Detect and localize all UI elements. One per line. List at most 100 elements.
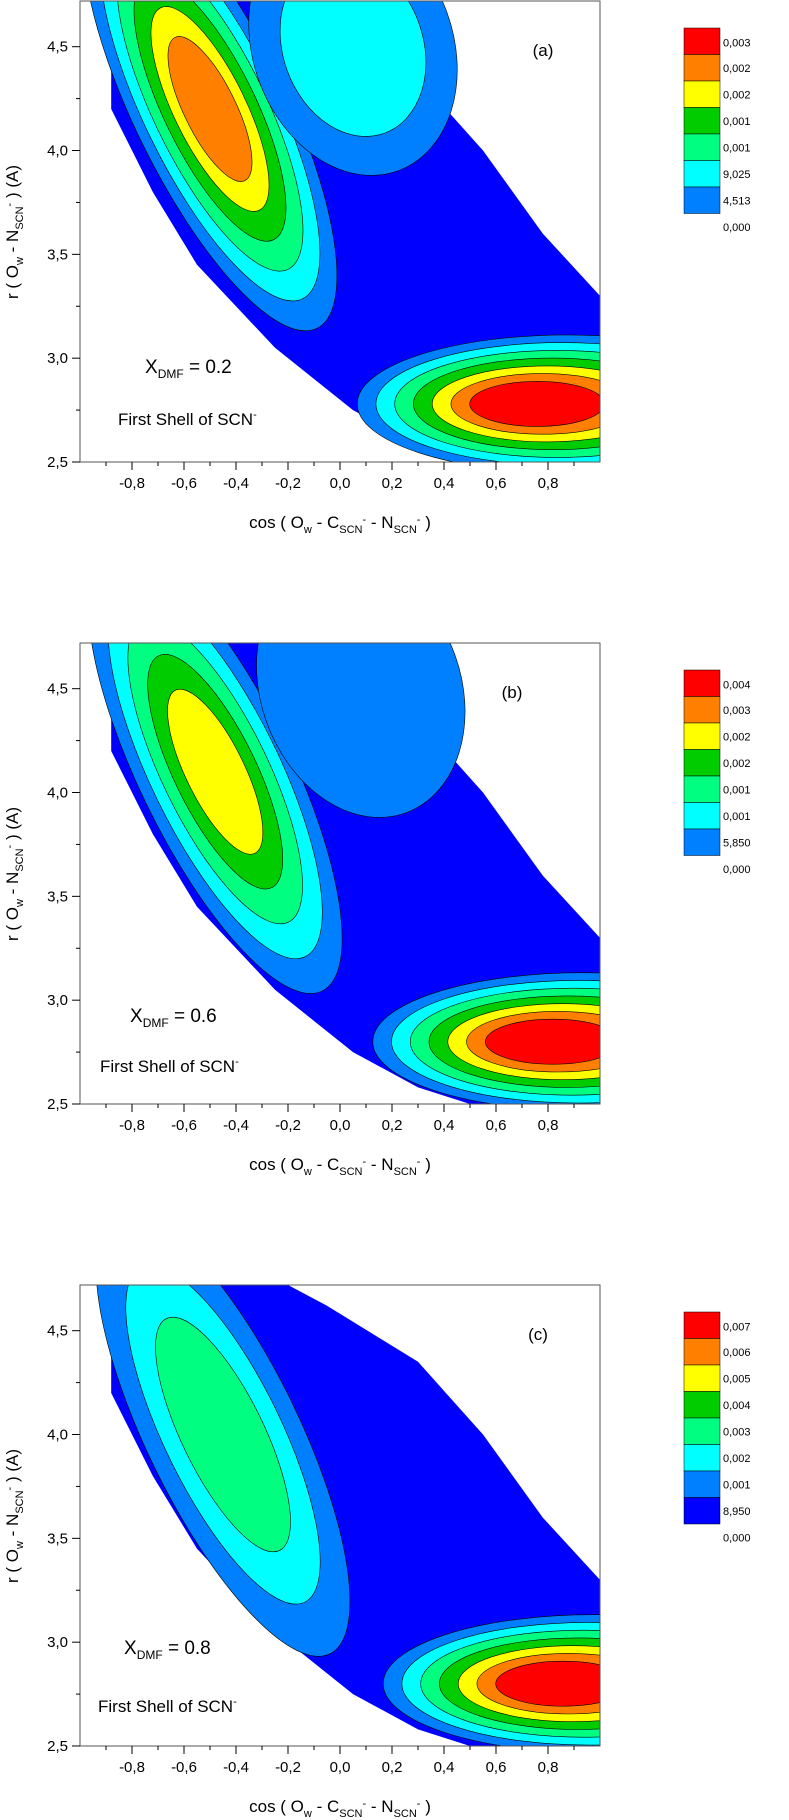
- y-tick-label: 3,5: [47, 246, 68, 263]
- x-tick-label: 0,2: [382, 475, 403, 492]
- legend: 0,003 0,002 0,002 0,001 0,001 9,025 4,513 0,000: [683, 27, 751, 234]
- xdmf-main: X: [145, 357, 158, 378]
- y-tick-label: 3,5: [47, 1530, 68, 1547]
- legend-swatch: [683, 696, 721, 724]
- contour-far-level-7: [485, 1018, 600, 1065]
- xdmf-annotation: XDMF = 0.8: [124, 1638, 211, 1662]
- x-tick-label: -0,4: [223, 475, 249, 492]
- y-tick-label: 3,0: [47, 350, 68, 367]
- x-axis-title-part: cos ( O: [249, 513, 304, 532]
- legend-swatch: [683, 722, 721, 750]
- y-axis-title-part: w: [14, 1541, 26, 1550]
- y-axis-title-part: -: [4, 1486, 16, 1490]
- xdmf-value: = 0.6: [169, 1006, 217, 1027]
- x-tick-label: 0,0: [330, 475, 351, 492]
- legend-label: 4,513: [723, 195, 751, 207]
- y-axis-title-part: r ( O: [3, 1549, 22, 1583]
- legend-swatch: [683, 1470, 721, 1498]
- x-tick-label: -0,6: [171, 475, 197, 492]
- x-axis-title-part: - C: [312, 1155, 339, 1174]
- contour-area: [95, 1285, 600, 1746]
- x-tick-label: -0,4: [223, 1117, 249, 1134]
- contour-near-level-3: [155, 1316, 291, 1553]
- x-tick-label: 0,6: [486, 1759, 507, 1776]
- x-tick-label: 0,4: [434, 1117, 455, 1134]
- legend-label: 0,004: [723, 1400, 751, 1412]
- x-tick-label: -0,2: [275, 1759, 301, 1776]
- contour-area: [87, 643, 600, 1104]
- legend-swatch: [683, 828, 721, 856]
- y-axis-title-part: - N: [3, 872, 22, 899]
- x-axis-title-part: SCN: [394, 1166, 417, 1178]
- xdmf-value: = 0.2: [184, 357, 232, 378]
- x-tick-label: 0,6: [486, 1117, 507, 1134]
- x-axis-title-part: cos ( O: [249, 1797, 304, 1816]
- y-tick-label: 3,5: [47, 888, 68, 905]
- y-axis-title-part: w: [14, 257, 26, 266]
- x-tick-label: 0,2: [382, 1759, 403, 1776]
- x-axis-title-part: - N: [366, 1797, 393, 1816]
- y-axis-title-part: w: [14, 899, 26, 908]
- x-tick-label: 0,8: [538, 1759, 559, 1776]
- y-tick-label: 2,5: [47, 1096, 68, 1113]
- xdmf-main: X: [130, 1006, 143, 1027]
- legend-swatch: [683, 133, 721, 161]
- legend-label: 0,002: [723, 758, 751, 770]
- x-tick-label: -0,4: [223, 1759, 249, 1776]
- legend-label: 0,003: [723, 37, 751, 49]
- y-axis-title: r ( Ow - NSCN- ) (A): [3, 1449, 26, 1583]
- legend-swatch: [683, 1364, 721, 1392]
- x-tick-label: -0,2: [275, 475, 301, 492]
- legend-label: 0,002: [723, 1453, 751, 1465]
- legend-swatch: [683, 1497, 721, 1525]
- legend-swatch: [683, 749, 721, 777]
- y-axis-title-part: ) (A): [3, 1449, 22, 1487]
- y-tick-label: 4,0: [47, 785, 68, 802]
- x-axis-title-part: SCN: [339, 524, 362, 536]
- legend-swatch: [683, 1391, 721, 1419]
- y-tick-label: 4,0: [47, 143, 68, 160]
- legend-swatch: [683, 802, 721, 830]
- y-axis-title-part: - N: [3, 230, 22, 257]
- x-axis-title-part: w: [303, 524, 312, 536]
- legend-swatch: [683, 775, 721, 803]
- legend-swatch: [683, 160, 721, 188]
- x-tick-label: 0,2: [382, 1117, 403, 1134]
- chart-panel-2: -0,8 -0,6 -0,4 -0,2 0,0 0,2 0,4 0,6 0,8 2,5 3,0 3,5…: [3, 642, 751, 1178]
- panel-label: (a): [533, 41, 554, 60]
- legend-label: 0,003: [723, 1426, 751, 1438]
- legend-label: 0,001: [723, 811, 751, 823]
- x-axis-title-part: w: [303, 1166, 312, 1178]
- x-axis-title-part: SCN: [394, 524, 417, 536]
- y-axis-title-part: SCN: [14, 206, 26, 229]
- x-axis-title-part: -: [417, 1156, 421, 1168]
- legend-swatch: [683, 1311, 721, 1339]
- legend-label: 0,005: [723, 1373, 751, 1385]
- legend-label: 0,007: [723, 1321, 751, 1333]
- first-shell-text: First Shell of SCN: [100, 1057, 235, 1076]
- panel-label: (b): [502, 683, 523, 702]
- x-axis-title-part: -: [363, 1798, 367, 1810]
- x-tick-label: -0,8: [119, 475, 145, 492]
- legend-swatch: [683, 1338, 721, 1366]
- legend-label: 0,002: [723, 89, 751, 101]
- x-axis-title-part: ): [420, 1155, 430, 1174]
- x-tick-label: -0,2: [275, 1117, 301, 1134]
- contour-far-level-7: [469, 381, 600, 427]
- legend: 0,007 0,006 0,005 0,004 0,003 0,002 0,001 8,950…: [683, 1311, 751, 1544]
- x-tick-label: -0,8: [119, 1759, 145, 1776]
- x-axis-title-part: -: [417, 514, 421, 526]
- legend-label: 9,025: [723, 169, 751, 181]
- y-axis-title-part: SCN: [14, 1490, 26, 1513]
- legend-label: 0,001: [723, 142, 751, 154]
- legend-swatch: [683, 1417, 721, 1445]
- xdmf-sub: DMF: [143, 1016, 169, 1030]
- legend-label: 0,000: [723, 1532, 751, 1544]
- legend-label: 0,006: [723, 1347, 751, 1359]
- y-tick-label: 4,5: [47, 1323, 68, 1340]
- x-axis-title: cos ( Ow - CSCN- - NSCN- ): [249, 513, 431, 536]
- legend-label: 5,850: [723, 837, 751, 849]
- x-tick-label: -0,8: [119, 1117, 145, 1134]
- x-axis-title-part: cos ( O: [249, 1155, 304, 1174]
